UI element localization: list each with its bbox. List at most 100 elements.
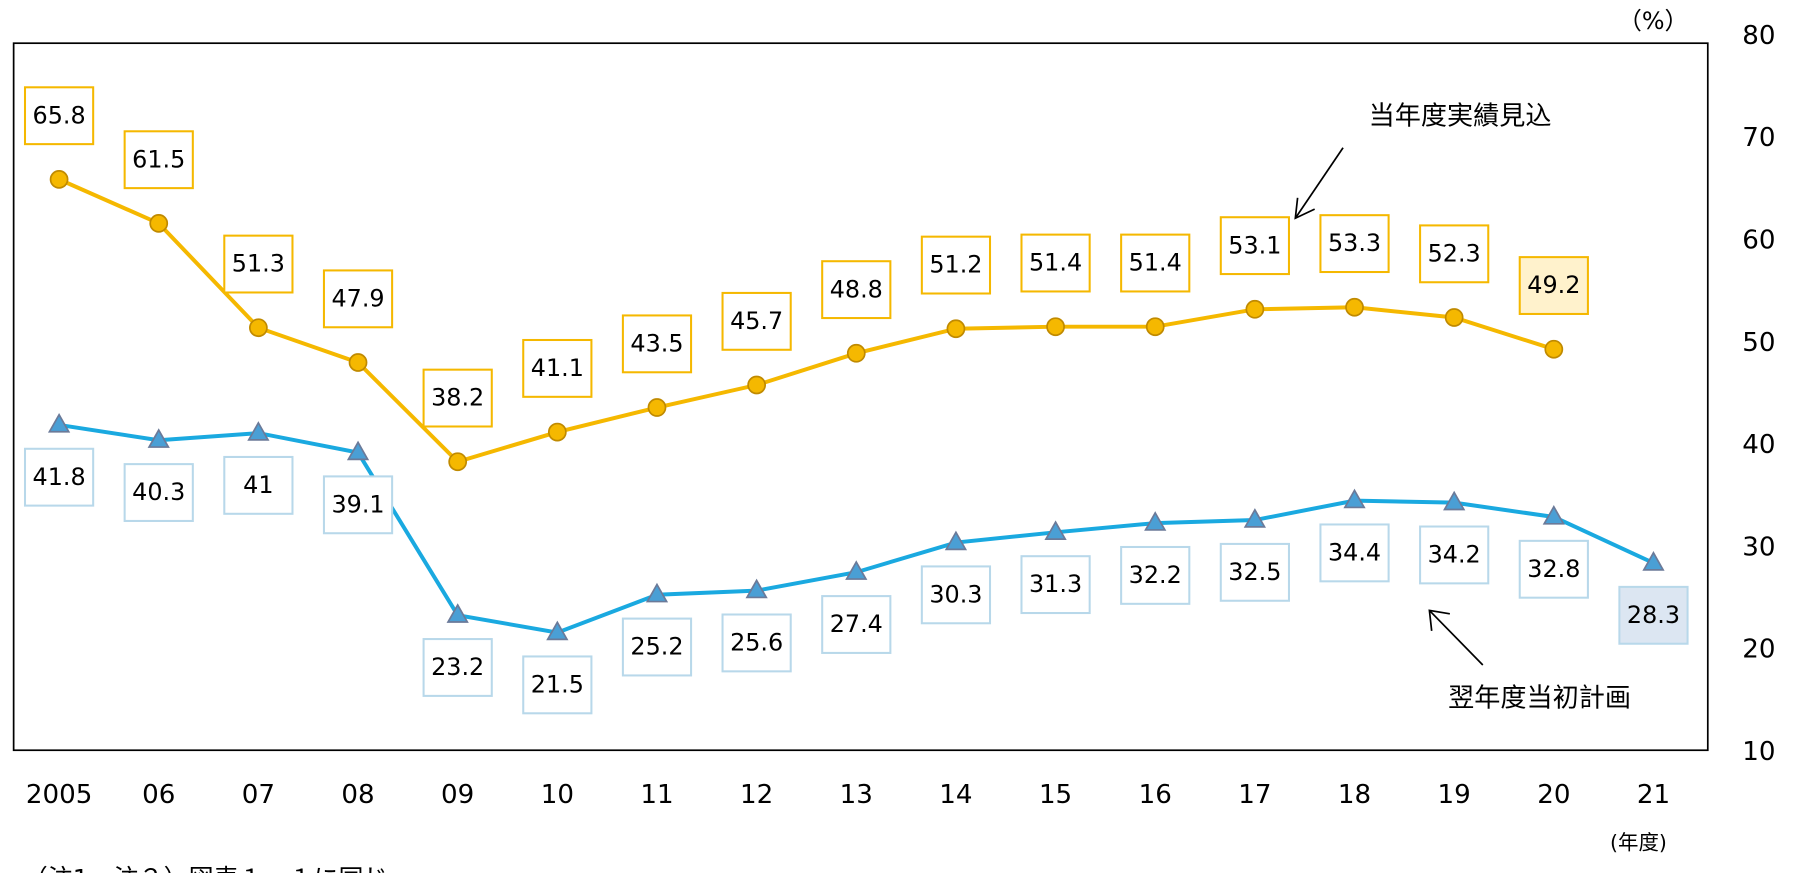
data-label: 52.3 bbox=[1428, 239, 1481, 267]
annotation-arrow bbox=[1294, 147, 1344, 219]
point bbox=[944, 530, 968, 551]
data-label: 32.2 bbox=[1129, 561, 1182, 589]
point bbox=[47, 412, 71, 433]
y-tick-label: 10 bbox=[1742, 737, 1775, 767]
data-label: 53.1 bbox=[1228, 231, 1281, 259]
point bbox=[547, 422, 567, 442]
data-label: 43.5 bbox=[630, 329, 683, 357]
data-label-box bbox=[920, 235, 992, 295]
annotation-arrow bbox=[1428, 609, 1484, 666]
data-label: 48.8 bbox=[830, 275, 883, 303]
data-label-box bbox=[322, 475, 394, 535]
data-label: 51.2 bbox=[929, 251, 982, 279]
data-label-box bbox=[223, 455, 294, 515]
x-tick-label: 12 bbox=[740, 780, 773, 810]
x-tick-label: 07 bbox=[242, 780, 275, 810]
data-label: 21.5 bbox=[531, 671, 584, 699]
x-tick-label: 2005 bbox=[26, 780, 92, 810]
data-label-box bbox=[721, 291, 792, 351]
data-label-box bbox=[123, 130, 194, 190]
plot-frame bbox=[12, 42, 1709, 752]
point bbox=[446, 603, 469, 623]
series-annotation: 当年度実績見込 bbox=[1369, 102, 1552, 132]
point bbox=[845, 560, 868, 580]
data-label: 32.5 bbox=[1228, 558, 1281, 586]
data-label-box bbox=[1120, 545, 1191, 605]
point bbox=[745, 578, 768, 599]
y-tick-label: 60 bbox=[1742, 225, 1775, 255]
point bbox=[1544, 339, 1564, 359]
x-tick-label: 08 bbox=[341, 780, 374, 810]
point bbox=[1145, 317, 1165, 337]
point bbox=[645, 582, 669, 603]
data-label-box bbox=[821, 595, 892, 654]
data-label: 25.2 bbox=[630, 633, 683, 661]
data-label-box bbox=[1020, 555, 1091, 615]
arrow-head bbox=[1428, 609, 1450, 631]
y-tick-label: 20 bbox=[1742, 635, 1775, 665]
data-label: 61.5 bbox=[132, 145, 185, 173]
x-tick-label: 17 bbox=[1238, 780, 1271, 810]
data-label-box bbox=[1419, 224, 1490, 284]
point bbox=[1243, 508, 1266, 528]
data-label: 41.8 bbox=[33, 463, 86, 491]
point bbox=[1343, 488, 1366, 509]
point bbox=[546, 620, 569, 641]
data-label: 41 bbox=[243, 471, 273, 499]
x-tick-label: 06 bbox=[142, 780, 175, 810]
data-label-box bbox=[1618, 585, 1689, 645]
x-tick-label: 10 bbox=[541, 780, 574, 810]
point bbox=[846, 343, 866, 363]
data-label-box bbox=[821, 260, 892, 320]
data-label-box bbox=[721, 613, 792, 673]
data-label-box bbox=[123, 463, 194, 522]
point bbox=[1245, 299, 1265, 319]
point bbox=[346, 440, 370, 461]
point bbox=[249, 318, 268, 338]
point bbox=[1345, 297, 1364, 317]
x-tick-label: 13 bbox=[840, 780, 873, 810]
point bbox=[647, 398, 667, 417]
x-tick-label: 19 bbox=[1438, 780, 1471, 810]
data-label: 65.8 bbox=[33, 101, 86, 129]
point bbox=[1144, 511, 1167, 531]
point bbox=[747, 375, 767, 395]
point bbox=[147, 428, 170, 448]
data-label-box bbox=[621, 617, 693, 677]
data-label: 38.2 bbox=[431, 384, 484, 412]
data-label: 51.4 bbox=[1029, 249, 1082, 277]
note: （注1、注２）図表１－１に同じ bbox=[23, 864, 389, 873]
y-tick-label: 40 bbox=[1742, 430, 1775, 460]
x-tick-label: 18 bbox=[1338, 780, 1371, 810]
data-label: 53.3 bbox=[1328, 229, 1381, 257]
data-label: 45.7 bbox=[730, 307, 783, 335]
point bbox=[149, 213, 169, 233]
point bbox=[1642, 551, 1665, 571]
y-tick-label: 80 bbox=[1742, 21, 1775, 51]
data-label: 34.4 bbox=[1328, 539, 1381, 567]
x-tick-label: 21 bbox=[1637, 780, 1670, 810]
data-label-box bbox=[422, 638, 493, 697]
data-label-box bbox=[1518, 256, 1589, 315]
point bbox=[448, 452, 468, 472]
x-tick-label: 16 bbox=[1139, 780, 1172, 810]
unit-label: （%） bbox=[1618, 7, 1688, 35]
point bbox=[247, 421, 270, 441]
data-label-box bbox=[920, 565, 992, 625]
data-label-box bbox=[322, 269, 394, 329]
data-label-box bbox=[223, 234, 294, 294]
data-label: 28.3 bbox=[1627, 601, 1680, 629]
point bbox=[946, 319, 966, 339]
data-label: 23.2 bbox=[431, 653, 484, 681]
data-label: 25.6 bbox=[730, 629, 783, 657]
y-tick-label: 70 bbox=[1742, 123, 1775, 153]
y-tick-label: 30 bbox=[1742, 532, 1775, 562]
data-label: 49.2 bbox=[1527, 271, 1580, 299]
point bbox=[1444, 308, 1464, 327]
x-tick-label: 14 bbox=[939, 780, 972, 810]
data-label: 47.9 bbox=[331, 284, 384, 312]
point bbox=[1542, 505, 1565, 525]
data-label-box bbox=[522, 338, 593, 398]
data-label: 30.3 bbox=[929, 580, 982, 608]
point bbox=[1046, 317, 1065, 337]
